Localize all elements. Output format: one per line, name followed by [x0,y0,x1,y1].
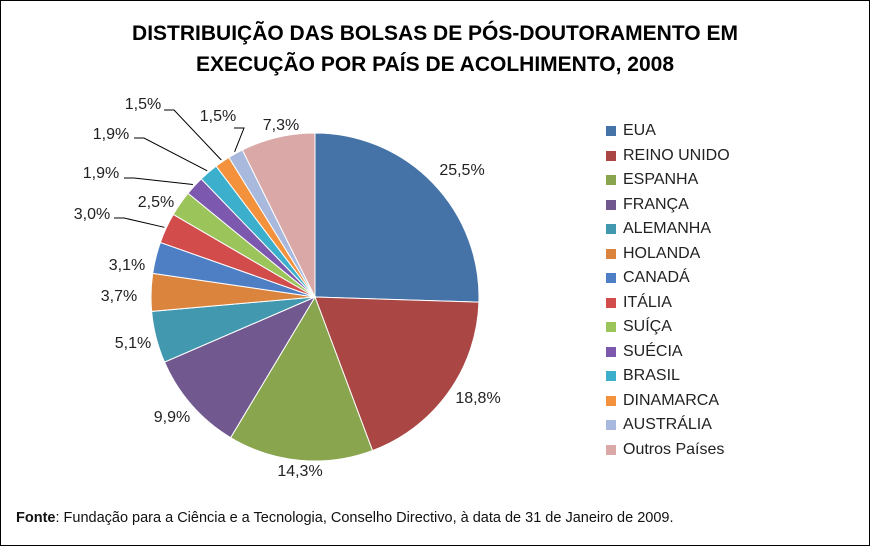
chart-title-line-1: DISTRIBUIÇÃO DAS BOLSAS DE PÓS-DOUTORAME… [132,22,738,45]
data-label-3: 14,3% [277,463,322,480]
legend-swatch [606,371,616,382]
legend-swatch [606,420,616,431]
pie-slices [150,132,480,462]
legend-item: SUÉCIA [606,340,730,365]
leader-line-12 [164,109,222,161]
leader-line-13 [234,127,245,152]
legend-swatch [606,175,616,186]
source-prefix: Fonte [16,510,56,526]
legend-item: SUÍÇA [606,315,730,340]
leader-line-10 [124,177,193,185]
legend-label: FRANÇA [623,195,689,213]
legend-swatch [606,395,616,406]
legend-item: CANADÁ [606,266,730,291]
legend-item: DINAMARCA [606,389,730,414]
data-label-4: 9,9% [154,409,190,426]
legend-item: AUSTRÁLIA [606,413,730,438]
legend-label: ALEMANHA [623,220,712,238]
chart-title: DISTRIBUIÇÃO DAS BOLSAS DE PÓS-DOUTORAME… [0,18,870,80]
source-text: : Fundação para a Ciência e a Tecnologia… [55,510,674,526]
pie-slice-4 [163,295,317,439]
legend-swatch [606,199,616,210]
legend-label: REINO UNIDO [623,146,730,164]
legend-swatch [606,346,616,357]
legend-item: ALEMANHA [606,217,730,242]
data-label-6: 3,7% [101,288,137,305]
legend-item: HOLANDA [606,242,730,267]
legend-swatch [606,248,616,259]
legend-label: BRASIL [623,367,680,385]
legend-label: AUSTRÁLIA [623,416,712,434]
data-label-7: 3,1% [109,257,145,274]
legend-swatch [606,297,616,308]
legend-label: HOLANDA [623,244,701,262]
legend-item: BRASIL [606,364,730,389]
legend-label: ITÁLIA [623,293,672,311]
legend-swatch [606,224,616,235]
legend-label: DINAMARCA [623,391,720,409]
legend-item: Outros Países [606,438,730,463]
data-label-5: 5,1% [115,335,151,352]
legend-swatch [606,150,616,161]
data-label-8: 3,0% [74,206,110,223]
chart-title-line-2: EXECUÇÃO POR PAÍS DE ACOLHIMENTO, 2008 [195,53,675,76]
legend-item: EUA [606,119,730,144]
data-label-14: 7,3% [263,117,299,134]
data-label-13: 1,5% [200,108,236,125]
data-label-10: 1,9% [83,165,119,182]
legend-label: ESPANHA [623,171,699,189]
pie-slice-14 [241,132,316,298]
legend-swatch [606,444,616,455]
legend-label: SUÍÇA [623,318,672,336]
leader-lines [114,109,245,228]
legend-swatch [606,322,616,333]
data-label-11: 1,9% [93,126,129,143]
legend: EUA REINO UNIDO ESPANHA FRANÇA ALEMANHA HOLAN… [606,119,730,462]
data-labels: 25,5% 18,8% 14,3% 9,9% 5,1% 3,7% 3,1% 3,0% 2,5% 1… [74,96,501,480]
legend-label: SUÉCIA [623,342,683,360]
legend-swatch [606,273,616,284]
legend-item: FRANÇA [606,193,730,218]
data-label-12: 1,5% [125,96,161,113]
data-label-1: 25,5% [439,162,484,179]
legend-label: Outros Países [623,440,725,458]
source-note: Fonte: Fundação para a Ciência e a Tecno… [16,510,673,526]
legend-item: ESPANHA [606,168,730,193]
leader-line-8 [114,217,165,228]
pie-slice-1 [314,132,480,303]
legend-label: EUA [623,122,656,140]
legend-label: CANADÁ [623,269,690,287]
pie-slice-2 [314,296,480,452]
data-label-2: 18,8% [455,390,500,407]
pie-slice-3 [229,295,374,462]
data-label-9: 2,5% [138,194,174,211]
legend-item: REINO UNIDO [606,144,730,169]
leader-line-11 [134,137,208,172]
legend-item: ITÁLIA [606,291,730,316]
legend-swatch [606,126,616,137]
